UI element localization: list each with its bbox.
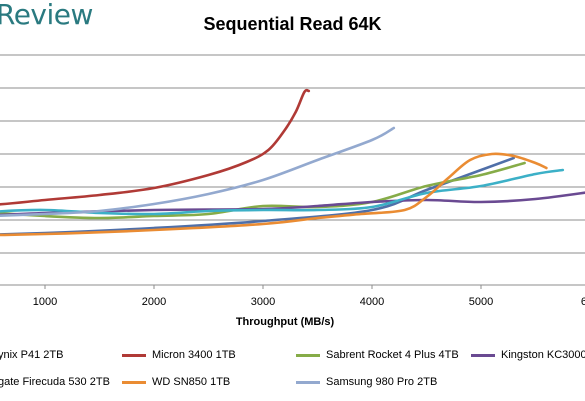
series-line-6 bbox=[0, 126, 396, 217]
series-line-4 bbox=[0, 168, 565, 216]
legend-swatch bbox=[471, 353, 495, 357]
chart-title: Sequential Read 64K bbox=[203, 14, 382, 34]
legend-swatch bbox=[296, 380, 320, 384]
x-tick-label: 4000 bbox=[360, 296, 384, 308]
legend-label: WD SN850 1TB bbox=[152, 376, 231, 388]
legend-item: WD SN850 1TB bbox=[122, 376, 230, 388]
site-logo: Review bbox=[0, 0, 93, 31]
legend-item: Micron 3400 1TB bbox=[122, 349, 236, 361]
legend-item: Sabrent Rocket 4 Plus 4TB bbox=[296, 349, 459, 361]
legend-item: Kingston KC3000 bbox=[471, 349, 585, 361]
x-tick-label: 1000 bbox=[33, 296, 57, 308]
legend-swatch bbox=[296, 353, 320, 357]
x-axis-label: Throughput (MB/s) bbox=[235, 316, 335, 328]
x-tick-label: 3000 bbox=[251, 296, 275, 308]
legend-swatch bbox=[122, 353, 146, 357]
legend-swatch bbox=[122, 380, 146, 384]
legend-label: Sabrent Rocket 4 Plus 4TB bbox=[326, 349, 459, 361]
legend-item: gate Firecuda 530 2TB bbox=[0, 376, 110, 388]
legend-label: gate Firecuda 530 2TB bbox=[0, 376, 110, 388]
legend-label: ynix P41 2TB bbox=[0, 349, 64, 361]
legend-label: Samsung 980 Pro 2TB bbox=[326, 376, 438, 388]
legend-label: Kingston KC3000 bbox=[501, 349, 585, 361]
legend-item: ynix P41 2TB bbox=[0, 349, 63, 361]
x-tick-label: 600 bbox=[581, 296, 585, 308]
series-line-2 bbox=[0, 161, 526, 220]
x-tick-labels: 1000 2000 3000 4000 5000 600 bbox=[33, 296, 585, 308]
x-tick-label: 2000 bbox=[142, 296, 166, 308]
series-line-5 bbox=[0, 152, 548, 237]
series-lines bbox=[0, 88, 585, 237]
axes bbox=[0, 284, 585, 289]
legend-item: Samsung 980 Pro 2TB bbox=[296, 376, 437, 388]
series-line-1 bbox=[0, 88, 311, 206]
x-tick-label: 5000 bbox=[469, 296, 493, 308]
legend-label: Micron 3400 1TB bbox=[152, 349, 236, 361]
